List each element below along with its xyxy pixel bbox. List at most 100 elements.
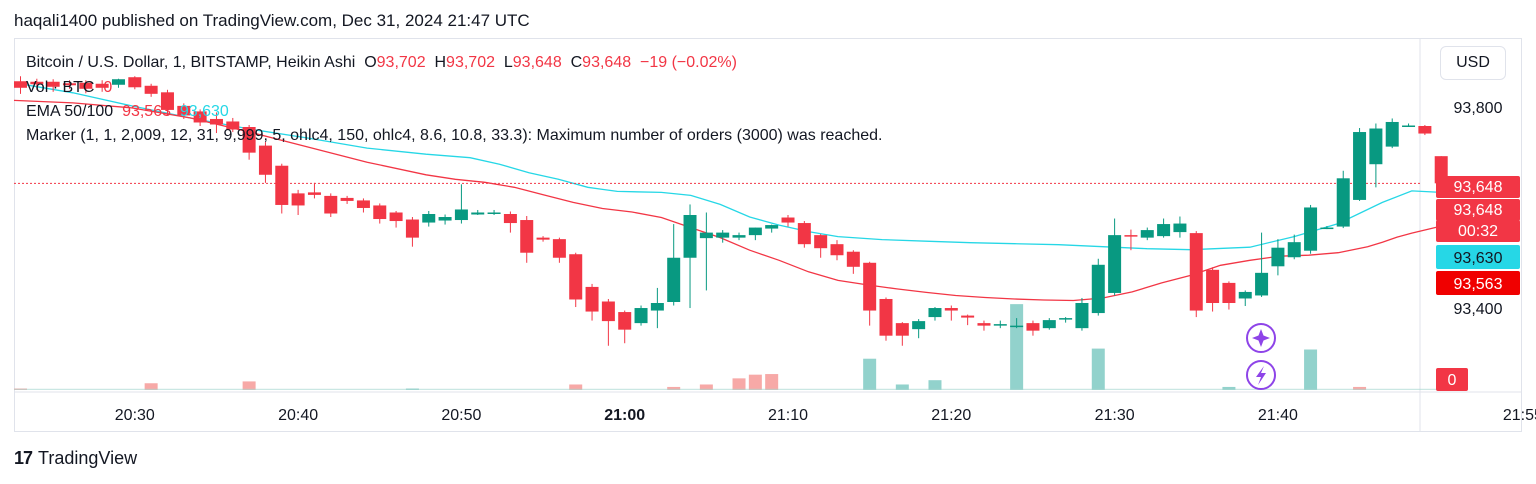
- candle-body: [1222, 282, 1236, 304]
- candle-body: [291, 193, 305, 206]
- legend-o-label: O: [364, 54, 377, 71]
- candle-body: [438, 217, 452, 221]
- candle-body: [340, 197, 354, 201]
- volume-bar: [748, 374, 762, 390]
- candle-body: [503, 214, 517, 224]
- candle-body: [454, 209, 468, 221]
- lightning-icon-glyph: [1256, 366, 1266, 385]
- candle-body: [634, 308, 648, 324]
- price-label-ema100: [1436, 245, 1520, 269]
- candle-body: [912, 321, 926, 330]
- x-tick-label: 21:00: [604, 407, 645, 424]
- candle-body: [226, 121, 240, 130]
- candle-body: [552, 239, 566, 258]
- volume-bar: [928, 380, 942, 390]
- candle-body: [275, 165, 289, 205]
- candle-body: [618, 312, 632, 330]
- legend-marker-row[interactable]: Marker (1, 1, 2,009, 12, 31, 9,999, 5, o…: [26, 127, 882, 145]
- candle-body: [422, 214, 436, 223]
- candle-body: [536, 237, 550, 240]
- price-label-last2: [1436, 199, 1520, 221]
- candle-body: [46, 81, 60, 87]
- x-tick-label: 20:40: [278, 407, 318, 424]
- legend-volume-row[interactable]: Vol · BTC 0: [26, 79, 112, 97]
- price-label-text-ema50: 93,563: [1454, 276, 1503, 293]
- candle-body: [683, 215, 697, 258]
- candle-body: [977, 323, 991, 326]
- candle-body: [1026, 323, 1040, 331]
- candle-body: [160, 92, 174, 110]
- volume-bar: [1353, 386, 1367, 390]
- candle-body: [144, 85, 158, 94]
- candle-body: [520, 220, 534, 253]
- candle-body: [1385, 121, 1399, 147]
- volume-bar: [765, 374, 779, 390]
- candle-body: [14, 81, 27, 88]
- volume-bar: [1091, 348, 1105, 390]
- candle-body: [863, 262, 877, 311]
- candle-body: [699, 232, 713, 239]
- candle-body: [1157, 224, 1171, 237]
- volume-bar: [667, 386, 681, 390]
- candle-body: [944, 308, 958, 311]
- candle-body: [1124, 235, 1138, 237]
- legend-change: −19 (−0.02%): [640, 54, 737, 71]
- candle-body: [1336, 178, 1350, 227]
- candle-body: [895, 323, 909, 336]
- candle-body: [177, 105, 191, 116]
- candle-body: [879, 298, 893, 336]
- candle-body: [601, 301, 615, 322]
- price-label-text-last2: 93,648: [1454, 202, 1503, 219]
- sparkle-icon-glyph: [1252, 329, 1270, 347]
- x-tick-label: 20:30: [115, 407, 155, 424]
- volume-bar: [569, 384, 583, 390]
- tradingview-logo-icon: 17: [14, 448, 33, 468]
- volume-bar: [1222, 386, 1236, 390]
- footer-brand-name: TradingView: [38, 448, 138, 468]
- candle-body: [1353, 132, 1367, 200]
- candle-body: [405, 219, 419, 238]
- y-tick-label: 93,800: [1454, 100, 1503, 117]
- candle-body: [814, 235, 828, 249]
- y-tick-label: 93,400: [1454, 301, 1503, 318]
- candle-body: [748, 227, 762, 236]
- footer-brand[interactable]: 17 TradingView: [14, 448, 137, 469]
- volume-scale-badge: [1436, 368, 1468, 391]
- candle-body: [1173, 223, 1187, 233]
- legend-marker-text: Marker (1, 1, 2,009, 12, 31, 9,999, 5, o…: [26, 127, 883, 144]
- volume-bar: [863, 358, 877, 390]
- candle-body: [1238, 291, 1252, 299]
- candle-body: [1287, 242, 1301, 258]
- candle-body: [1255, 272, 1269, 296]
- price-label-countdown: [1436, 220, 1520, 242]
- candle-body: [797, 223, 811, 245]
- candle-body: [193, 111, 207, 123]
- candle-body: [389, 212, 403, 222]
- candle-body: [111, 79, 125, 85]
- x-tick-label: 21:20: [931, 407, 971, 424]
- candle-body: [1304, 207, 1318, 251]
- x-tick-label: 21:10: [768, 407, 808, 424]
- x-tick-label: 21:55: [1503, 407, 1536, 424]
- legend-low: 93,648: [512, 54, 562, 71]
- candle-body: [1369, 128, 1383, 165]
- candle-body: [209, 118, 223, 125]
- candle-body: [1075, 303, 1089, 329]
- currency-button[interactable]: USD: [1440, 46, 1506, 80]
- volume-bar: [1304, 349, 1318, 390]
- candle-body: [830, 244, 844, 256]
- candle-body: [1418, 126, 1432, 134]
- legend-ema-row[interactable]: EMA 50/100 93,563 93,630: [26, 103, 229, 121]
- candle-body: [128, 77, 142, 88]
- legend-open: 93,702: [376, 54, 426, 71]
- x-tick-label: 21:40: [1258, 407, 1298, 424]
- candle-body: [487, 212, 501, 214]
- legend-l-label: L: [503, 54, 513, 71]
- legend-symbol[interactable]: Bitcoin / U.S. Dollar, 1, BITSTAMP, Heik…: [26, 54, 356, 71]
- candle-body: [1402, 125, 1416, 127]
- candle-body: [1206, 269, 1220, 304]
- volume-bar: [895, 384, 909, 390]
- x-tick-label: 20:50: [441, 407, 481, 424]
- candle-body: [1108, 235, 1122, 293]
